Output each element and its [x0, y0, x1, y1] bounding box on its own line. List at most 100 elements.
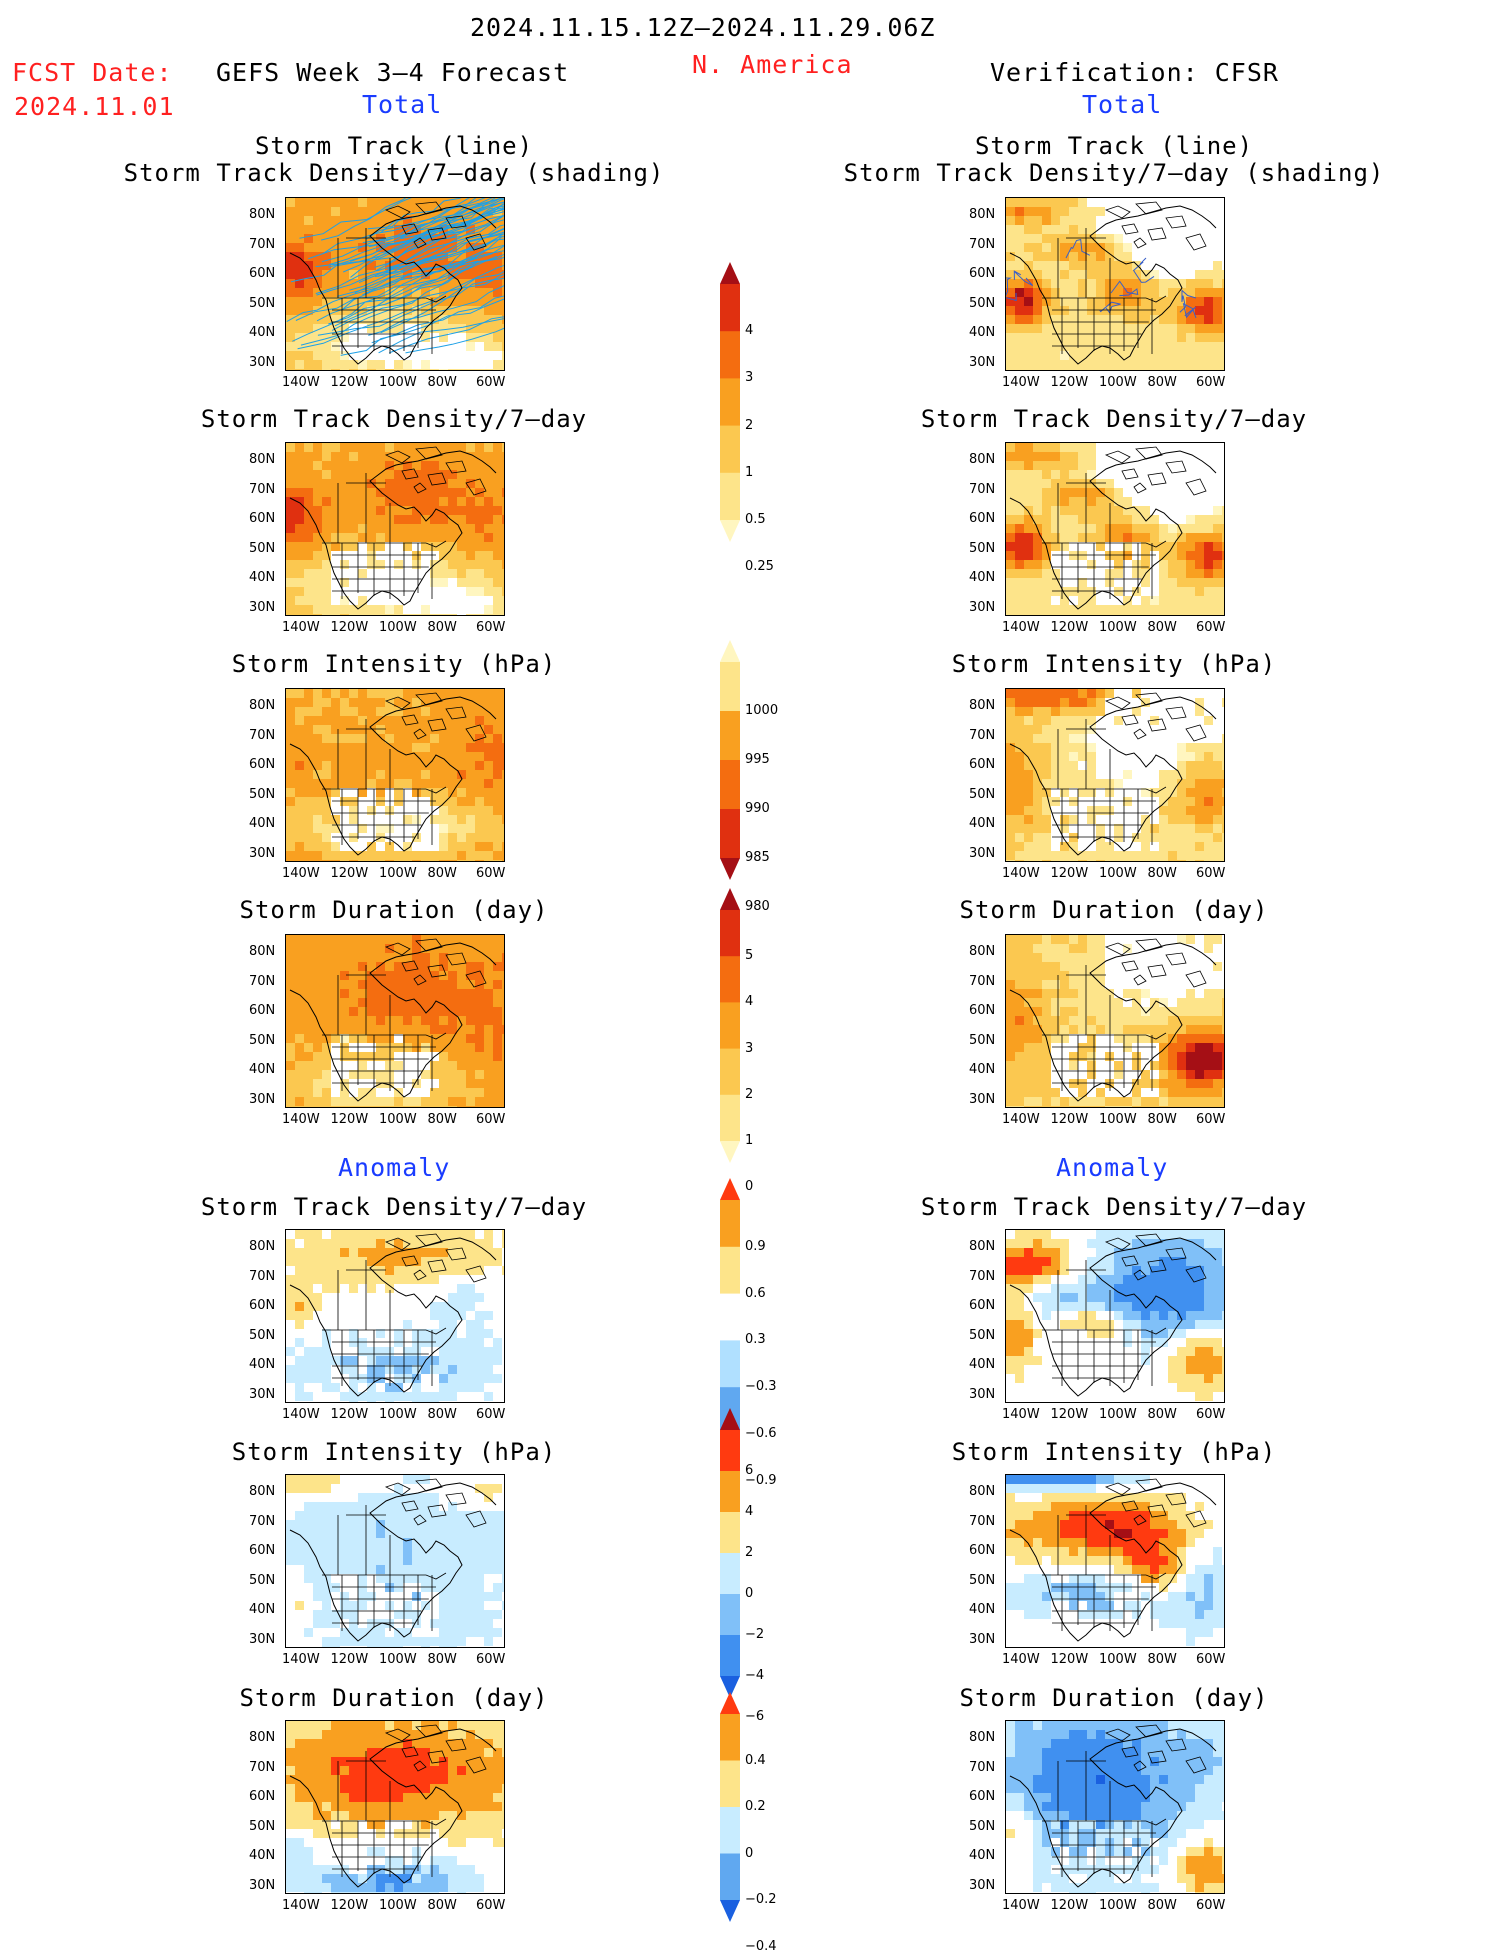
field-cell [466, 1784, 475, 1793]
field-cell [484, 770, 493, 779]
field-cell [331, 1239, 340, 1248]
field-cell [475, 216, 484, 225]
field-cell [1213, 1601, 1222, 1610]
field-cell [1195, 1034, 1204, 1043]
field-cell [430, 1583, 439, 1592]
field-cell [313, 1511, 322, 1520]
field-cell [457, 1338, 466, 1347]
field-cell [1132, 989, 1141, 998]
field-cell [1177, 596, 1186, 605]
storm-track-line [1099, 301, 1121, 314]
field-cell [466, 815, 475, 824]
field-cell [295, 1043, 304, 1052]
field-cell [376, 980, 385, 989]
field-cell [304, 506, 313, 515]
field-cell [1060, 1302, 1069, 1311]
field-cell [484, 1070, 493, 1079]
field-cell [466, 1610, 475, 1619]
field-cell [484, 716, 493, 725]
lat-tick-label: 80N [249, 1239, 276, 1254]
field-cell [412, 297, 421, 306]
field-cell [1051, 569, 1060, 578]
field-cell [439, 1730, 448, 1739]
field-cell [394, 1784, 403, 1793]
field-cell [448, 1257, 457, 1266]
field-cell [340, 1529, 349, 1538]
field-cell [376, 1392, 385, 1401]
field-cell [358, 279, 367, 288]
field-cell [367, 560, 376, 569]
field-cell [1222, 1230, 1224, 1239]
field-cell [304, 1538, 313, 1547]
field-cell [304, 252, 313, 261]
field-cell [1141, 578, 1150, 587]
field-cell [1078, 1106, 1087, 1107]
field-cell [484, 698, 493, 707]
field-cell [1195, 1257, 1204, 1266]
field-cell [1168, 1547, 1177, 1556]
field-cell [304, 1520, 313, 1529]
field-cell [349, 1784, 358, 1793]
field-cell [1033, 1070, 1042, 1079]
field-cell [349, 761, 358, 770]
field-cell [412, 1766, 421, 1775]
field-cell [475, 788, 484, 797]
field-cell [1159, 324, 1168, 333]
field-cell [502, 1793, 504, 1802]
field-cell [367, 1257, 376, 1266]
field-cell [493, 198, 502, 207]
field-cell [1150, 515, 1159, 524]
field-cell [385, 443, 394, 452]
field-cell [1159, 369, 1168, 370]
field-cell [457, 1574, 466, 1583]
field-cell [1060, 698, 1069, 707]
field-cell [1222, 1610, 1224, 1619]
field-cell [493, 725, 502, 734]
field-cell [1096, 944, 1105, 953]
field-cell [493, 851, 502, 860]
field-cell [475, 488, 484, 497]
field-cell [376, 1511, 385, 1520]
field-cell [484, 842, 493, 851]
field-cell [1168, 587, 1177, 596]
field-cell [412, 761, 421, 770]
field-cell [376, 752, 385, 761]
field-cell [1213, 752, 1222, 761]
field-cell [412, 452, 421, 461]
lat-tick-label: 80N [249, 1484, 276, 1499]
field-cell [367, 1538, 376, 1547]
field-cell [1177, 1043, 1186, 1052]
field-cell [322, 1374, 331, 1383]
field-cell [1087, 743, 1096, 752]
field-cell [1159, 578, 1168, 587]
field-cell [421, 1793, 430, 1802]
field-cell [340, 542, 349, 551]
field-cell [430, 1356, 439, 1365]
field-cell [421, 860, 430, 861]
field-cell [1051, 770, 1060, 779]
field-cell [394, 779, 403, 788]
field-cell [403, 1365, 412, 1374]
field-cell [1204, 569, 1213, 578]
field-cell [340, 962, 349, 971]
field-cell [448, 752, 457, 761]
field-cell [1159, 1052, 1168, 1061]
field-cell [430, 761, 439, 770]
field-cell [1105, 1106, 1114, 1107]
field-cell [1159, 833, 1168, 842]
field-cell [439, 842, 448, 851]
field-cell [1213, 989, 1222, 998]
field-cell [376, 506, 385, 515]
field-cell [1015, 1365, 1024, 1374]
field-cell [439, 1628, 448, 1637]
field-cell [295, 515, 304, 524]
field-cell [475, 1007, 484, 1016]
field-cell [493, 1775, 502, 1784]
field-cell [1060, 734, 1069, 743]
lat-tick-label: 30N [969, 354, 996, 370]
field-cell [1042, 698, 1051, 707]
field-cell [457, 1106, 466, 1107]
lat-tick-label: 40N [249, 1602, 276, 1617]
field-cell [1114, 1106, 1123, 1107]
field-cell [1006, 797, 1015, 806]
